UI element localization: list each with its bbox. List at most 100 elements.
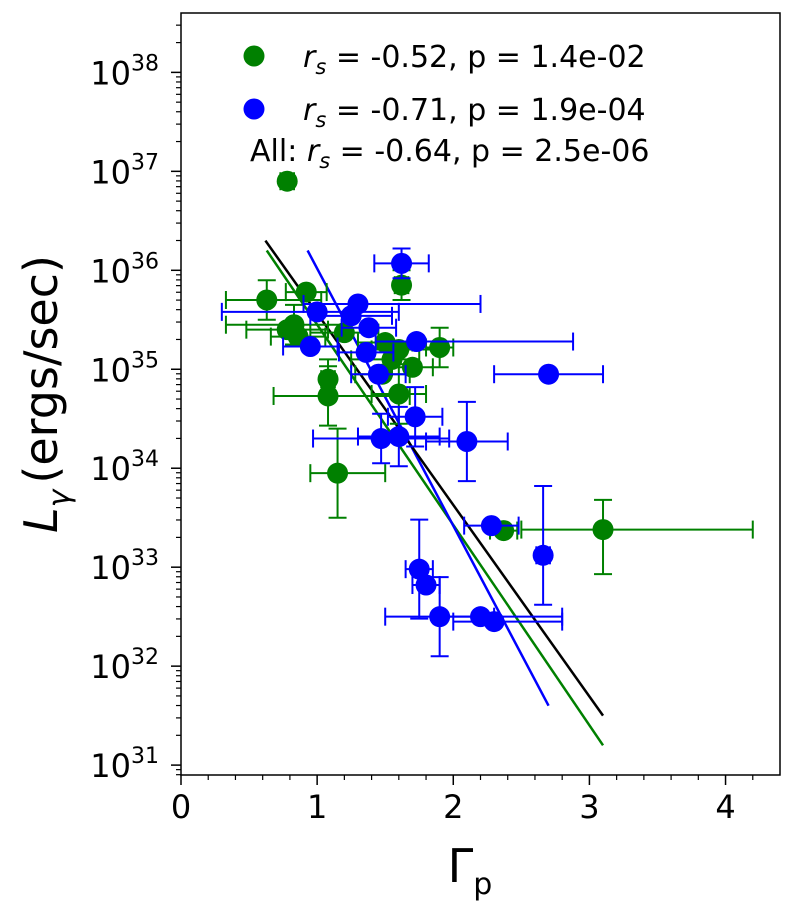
blue-marker [538, 363, 560, 385]
y-tick-exponent: 32 [131, 645, 159, 670]
blue-marker [370, 428, 392, 450]
y-tick-exponent: 33 [131, 546, 159, 571]
blue-marker [367, 363, 389, 385]
legend-subscript: s [315, 55, 326, 79]
y-tick-exponent: 38 [131, 51, 159, 76]
green-point [425, 326, 455, 369]
green-point [276, 170, 298, 192]
x-tick-label: 4 [715, 788, 735, 826]
x-tick-label: 3 [579, 788, 599, 826]
y-tick-label: 1038 [90, 51, 159, 92]
green-marker [256, 289, 278, 311]
green-point [284, 281, 328, 303]
x-axis-label: Γp [448, 839, 493, 902]
blue-point [463, 515, 520, 537]
legend-subscript: s [315, 108, 326, 132]
blue-point [373, 247, 430, 280]
legend-variable: r [303, 40, 317, 75]
blue-point [425, 400, 509, 483]
blue-point [374, 331, 575, 353]
blue-point [404, 518, 434, 620]
y-tick-exponent: 31 [131, 744, 159, 769]
blue-marker [391, 252, 413, 274]
blue-marker [532, 544, 554, 566]
legend-label: rs = -0.52, p = 1.4e-02 [303, 40, 646, 79]
y-tick-label: 1035 [90, 348, 159, 389]
y-tick-base: 10 [90, 252, 131, 290]
y-tick-label: 1036 [90, 249, 159, 290]
y-tick-base: 10 [90, 648, 131, 686]
blue-point [532, 485, 554, 606]
legend-label: rs = -0.71, p = 1.9e-04 [303, 93, 646, 132]
y-tick-base: 10 [90, 747, 131, 785]
green-marker [276, 170, 298, 192]
legend: rs = -0.52, p = 1.4e-02 rs = -0.71, p = 1… [243, 40, 649, 173]
y-tick-base: 10 [90, 54, 131, 92]
blue-marker [358, 317, 380, 339]
blue-marker [456, 431, 478, 453]
y-axis-label: Lγ (ergs/sec) [14, 255, 77, 533]
green-point [224, 279, 323, 321]
y-tick-base: 10 [90, 351, 131, 389]
legend-variable: r [303, 93, 317, 128]
blue-point [309, 305, 394, 327]
blue-marker [404, 406, 426, 428]
data-points [220, 170, 754, 658]
y-tick-label: 1031 [90, 744, 159, 785]
y-axis-label-symbol: L [14, 507, 68, 533]
blue-point [493, 363, 605, 385]
green-marker [327, 462, 349, 484]
green-marker [401, 356, 423, 378]
x-tick-label: 0 [171, 788, 191, 826]
legend-marker [243, 98, 265, 120]
legend-statistic: = -0.64, p = 2.5e-06 [330, 134, 649, 169]
x-axis-label-subscript: p [473, 867, 492, 902]
green-marker [592, 519, 614, 541]
legend-variable: r [307, 134, 321, 169]
blue-marker [415, 574, 437, 596]
green-marker [391, 274, 413, 296]
blue-marker [355, 341, 377, 363]
blue-marker [388, 426, 410, 448]
blue-point [350, 363, 407, 385]
legend-prefix: All: [250, 134, 307, 169]
y-axis-label-subscript: γ [42, 487, 77, 507]
blue-point [452, 611, 564, 633]
blue-marker [406, 331, 428, 353]
y-tick-exponent: 35 [131, 348, 159, 373]
x-tick-label: 1 [307, 788, 327, 826]
y-tick-label: 1034 [90, 447, 159, 488]
green-marker [295, 281, 317, 303]
y-tick-base: 10 [90, 450, 131, 488]
legend-label: All: rs = -0.64, p = 2.5e-06 [250, 134, 649, 173]
blue-point [282, 335, 339, 357]
y-tick-label: 1032 [90, 645, 159, 686]
y-tick-exponent: 34 [131, 447, 159, 472]
legend-marker [243, 45, 265, 67]
blue-marker [299, 335, 321, 357]
green-marker [429, 336, 451, 358]
green-point [391, 356, 434, 378]
blue-point [337, 341, 395, 363]
blue-marker [408, 558, 430, 580]
blue-marker [483, 611, 505, 633]
green-point [309, 427, 387, 519]
blue-point [340, 317, 398, 339]
green-point [272, 365, 411, 427]
green-marker [317, 385, 339, 407]
blue-marker [340, 305, 362, 327]
y-tick-label: 1037 [90, 150, 159, 191]
y-tick-exponent: 37 [131, 150, 159, 175]
legend-subscript: s [319, 149, 330, 173]
green-point [520, 498, 754, 576]
x-tick-label: 2 [443, 788, 463, 826]
y-tick-label: 1033 [90, 546, 159, 587]
y-tick-exponent: 36 [131, 249, 159, 274]
blue-point [356, 405, 441, 468]
x-axis-label-symbol: Γ [448, 839, 474, 893]
y-axis-label-unit: (ergs/sec) [14, 255, 68, 484]
y-tick-base: 10 [90, 153, 131, 191]
y-tick-base: 10 [90, 549, 131, 587]
